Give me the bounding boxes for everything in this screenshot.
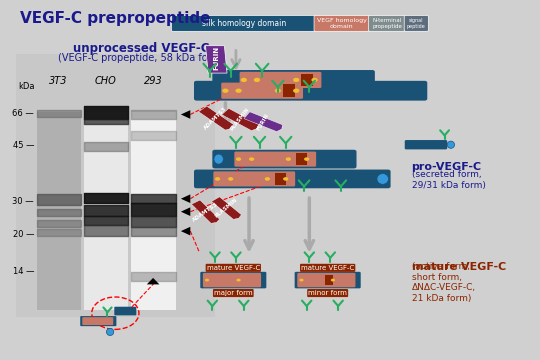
FancyBboxPatch shape [200,272,266,288]
Bar [275,173,286,185]
Text: FURIN: FURIN [213,45,220,70]
Text: 30 —: 30 — [12,197,34,206]
Circle shape [215,177,220,181]
Bar [131,112,176,310]
Bar [283,85,295,97]
FancyBboxPatch shape [16,54,215,317]
FancyBboxPatch shape [213,171,295,186]
Text: N-terminal
propeptide: N-terminal propeptide [372,18,402,29]
Text: (active form,
short form,
ΔNΔC-VEGF-C,
21 kDa form): (active form, short form, ΔNΔC-VEGF-C, 2… [411,262,476,303]
Text: signal
peptide: signal peptide [407,18,426,29]
Circle shape [205,279,209,282]
Text: 45 —: 45 — [12,141,34,150]
Text: pro-VEGF-C: pro-VEGF-C [411,162,482,172]
Text: minor form: minor form [308,290,347,296]
Ellipse shape [447,141,455,148]
Ellipse shape [377,174,388,184]
Circle shape [312,78,318,82]
Text: 3T3: 3T3 [50,76,68,86]
Ellipse shape [214,154,224,164]
Text: ADAMTS3: ADAMTS3 [192,201,219,222]
Circle shape [265,177,270,181]
FancyBboxPatch shape [114,307,136,315]
Circle shape [283,177,288,181]
Circle shape [293,89,299,93]
Polygon shape [192,200,220,223]
Bar [296,153,307,165]
Text: VEGF-C prepropeptide: VEGF-C prepropeptide [20,10,211,26]
Text: 20 —: 20 — [12,230,34,239]
Circle shape [254,78,260,82]
Text: 66 —: 66 — [12,109,34,118]
Text: PLASMIN: PLASMIN [214,197,239,219]
Text: silk homology domain: silk homology domain [201,19,286,28]
FancyBboxPatch shape [404,15,428,31]
Text: FURIN: FURIN [256,112,270,131]
Circle shape [299,279,303,282]
Text: 293: 293 [144,76,163,86]
Polygon shape [212,197,241,219]
Polygon shape [244,112,282,132]
FancyBboxPatch shape [171,15,316,31]
Bar [84,112,129,310]
FancyBboxPatch shape [82,317,113,325]
Circle shape [286,157,291,161]
Ellipse shape [106,328,114,336]
Text: major form: major form [214,290,253,296]
Polygon shape [181,227,190,235]
FancyBboxPatch shape [221,83,303,99]
FancyBboxPatch shape [80,316,117,326]
Text: kDa: kDa [18,82,35,91]
FancyBboxPatch shape [295,272,361,288]
FancyBboxPatch shape [212,70,375,90]
Text: (VEGF-C propeptide, 58 kDa form): (VEGF-C propeptide, 58 kDa form) [58,53,225,63]
FancyBboxPatch shape [194,170,390,188]
Polygon shape [199,106,233,130]
FancyBboxPatch shape [240,72,321,88]
Text: mature VEGF-C: mature VEGF-C [301,265,354,271]
Bar [325,275,333,285]
Polygon shape [181,207,190,216]
FancyBboxPatch shape [405,140,447,149]
Polygon shape [181,110,190,119]
Circle shape [331,279,335,282]
Circle shape [222,89,228,93]
Circle shape [228,177,233,181]
Text: CHO: CHO [95,76,117,86]
FancyBboxPatch shape [203,273,261,287]
Circle shape [237,279,241,282]
Text: mature VEGF-C: mature VEGF-C [207,265,260,271]
Circle shape [275,89,281,93]
Bar [37,112,81,310]
Polygon shape [147,278,159,284]
FancyBboxPatch shape [234,152,316,167]
FancyBboxPatch shape [194,81,427,100]
Text: mature VEGF-C: mature VEGF-C [411,262,506,272]
Text: (secreted form,
29/31 kDa form): (secreted form, 29/31 kDa form) [411,170,485,190]
Text: VEGF homology
domain: VEGF homology domain [317,18,367,29]
Circle shape [236,157,241,161]
Text: 14 —: 14 — [12,267,34,276]
Text: PLASMIN: PLASMIN [230,107,251,132]
Bar [301,74,313,86]
Polygon shape [222,108,259,131]
Polygon shape [206,46,227,73]
Text: unprocessed VEGF-C: unprocessed VEGF-C [73,42,210,55]
FancyBboxPatch shape [369,15,406,31]
FancyBboxPatch shape [314,15,369,31]
Text: ADAMTS3: ADAMTS3 [204,106,228,130]
FancyBboxPatch shape [297,273,355,287]
Circle shape [293,78,299,82]
FancyBboxPatch shape [212,150,356,168]
Circle shape [241,78,247,82]
Polygon shape [181,194,190,203]
Circle shape [235,89,242,93]
Circle shape [249,157,254,161]
Circle shape [304,157,309,161]
